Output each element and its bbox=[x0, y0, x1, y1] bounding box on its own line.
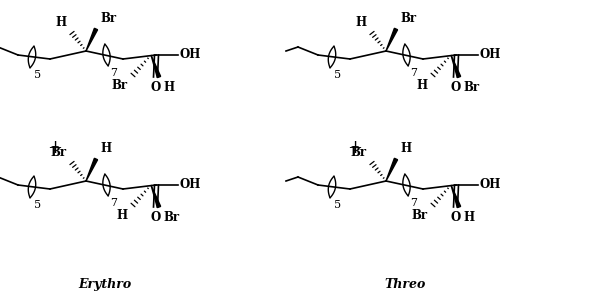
Text: O: O bbox=[151, 211, 161, 224]
Polygon shape bbox=[386, 158, 398, 181]
Text: Br: Br bbox=[51, 146, 67, 159]
Text: H: H bbox=[117, 209, 128, 222]
Text: H: H bbox=[100, 142, 111, 155]
Polygon shape bbox=[151, 185, 161, 207]
Text: 7: 7 bbox=[110, 68, 117, 78]
Polygon shape bbox=[451, 185, 461, 207]
Text: Br: Br bbox=[163, 211, 179, 224]
Text: H: H bbox=[56, 16, 67, 29]
Text: +: + bbox=[47, 139, 62, 157]
Text: Threo: Threo bbox=[385, 278, 425, 291]
Text: Br: Br bbox=[400, 12, 416, 25]
Text: +: + bbox=[347, 139, 362, 157]
Text: Br: Br bbox=[112, 79, 128, 92]
Text: O: O bbox=[451, 81, 461, 94]
Text: H: H bbox=[463, 211, 474, 224]
Text: 5: 5 bbox=[34, 70, 41, 80]
Polygon shape bbox=[386, 28, 398, 51]
Text: Br: Br bbox=[412, 209, 428, 222]
Text: 5: 5 bbox=[334, 200, 341, 210]
Text: OH: OH bbox=[479, 178, 500, 191]
Text: 7: 7 bbox=[110, 198, 117, 208]
Text: Br: Br bbox=[100, 12, 116, 25]
Text: Br: Br bbox=[351, 146, 367, 159]
Text: Br: Br bbox=[463, 81, 479, 94]
Text: H: H bbox=[356, 16, 367, 29]
Text: O: O bbox=[451, 211, 461, 224]
Text: 7: 7 bbox=[410, 198, 417, 208]
Text: H: H bbox=[400, 142, 411, 155]
Text: OH: OH bbox=[179, 49, 200, 62]
Text: OH: OH bbox=[179, 178, 200, 191]
Text: 7: 7 bbox=[410, 68, 417, 78]
Text: Erythro: Erythro bbox=[79, 278, 131, 291]
Text: O: O bbox=[151, 81, 161, 94]
Text: 5: 5 bbox=[34, 200, 41, 210]
Polygon shape bbox=[86, 158, 98, 181]
Polygon shape bbox=[451, 55, 461, 78]
Text: OH: OH bbox=[479, 49, 500, 62]
Text: 5: 5 bbox=[334, 70, 341, 80]
Text: H: H bbox=[163, 81, 174, 94]
Polygon shape bbox=[151, 55, 161, 78]
Polygon shape bbox=[86, 28, 98, 51]
Text: H: H bbox=[417, 79, 428, 92]
